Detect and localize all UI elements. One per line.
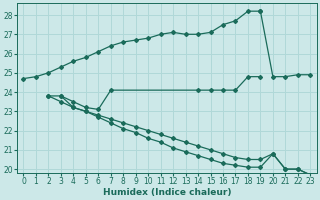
X-axis label: Humidex (Indice chaleur): Humidex (Indice chaleur) (103, 188, 231, 197)
